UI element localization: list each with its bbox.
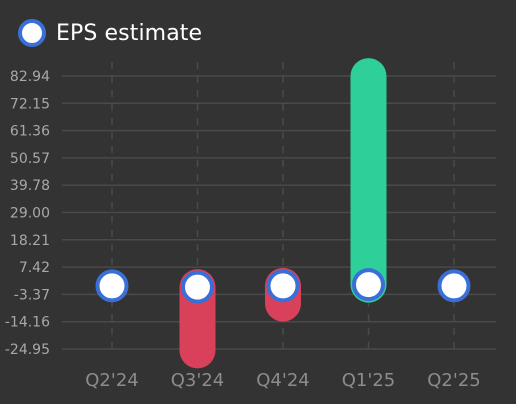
surprise-bar xyxy=(350,58,387,303)
y-tick-label: 50.57 xyxy=(10,151,50,167)
y-tick-label: 18.21 xyxy=(10,233,50,249)
y-tick-label: 39.78 xyxy=(10,178,50,194)
eps-estimate-point xyxy=(437,269,471,303)
eps-estimate-point xyxy=(181,270,214,304)
legend-label-eps-estimate: EPS estimate xyxy=(56,20,203,46)
x-tick-label: Q1'25 xyxy=(342,370,395,391)
eps-estimate-point xyxy=(266,269,300,303)
y-tick-label: 61.36 xyxy=(10,124,50,140)
eps-estimate-point xyxy=(95,269,129,303)
y-tick-label: -24.95 xyxy=(5,342,50,358)
legend-marker-circle-icon xyxy=(18,19,46,47)
eps-estimate-point xyxy=(352,268,385,302)
x-tick-label: Q4'24 xyxy=(256,370,309,391)
y-tick-label: 29.00 xyxy=(10,205,50,221)
legend: EPS estimate xyxy=(18,19,202,47)
y-tick-label: 82.94 xyxy=(10,69,50,85)
x-tick-label: Q3'24 xyxy=(171,370,224,391)
x-tick-label: Q2'25 xyxy=(427,370,480,391)
y-tick-label: -3.37 xyxy=(14,287,50,303)
x-tick-label: Q2'24 xyxy=(85,370,138,391)
y-tick-label: 72.15 xyxy=(10,96,50,112)
y-tick-label: 7.42 xyxy=(19,260,50,276)
y-tick-label: -14.16 xyxy=(5,315,50,331)
